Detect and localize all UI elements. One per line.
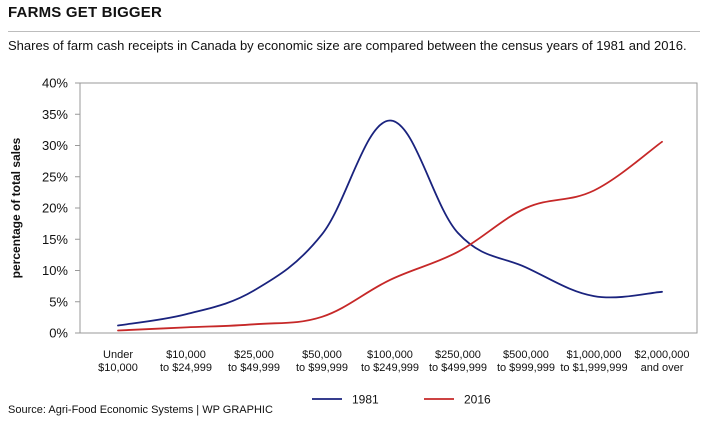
y-tick-label: 10% [42,263,68,278]
x-tick-label: $250,000 to $499,999 [429,349,487,374]
y-tick-label: 25% [42,169,68,184]
series-line-2016 [117,140,663,332]
x-tick-label: $100,000 to $249,999 [361,349,419,374]
x-tick-label: $1,000,000 to $1,999,999 [560,349,627,374]
chart-title: FARMS GET BIGGER [8,4,163,21]
y-tick-label: 0% [49,326,68,341]
x-tick-label: $10,000 to $24,999 [160,349,212,374]
y-tick-label: 5% [49,294,68,309]
x-tick-label: $2,000,000 and over [634,349,689,374]
chart-subtitle: Shares of farm cash receipts in Canada b… [8,38,687,53]
x-tick-label: $500,000 to $999,999 [497,349,555,374]
source-note: Source: Agri-Food Economic Systems | WP … [8,404,273,416]
legend-label-1981: 1981 [352,393,379,407]
y-tick-label: 20% [42,201,68,216]
y-tick-label: 15% [42,232,68,247]
x-tick-label: $25,000 to $49,999 [228,349,280,374]
y-axis-label: percentage of total sales [9,137,23,278]
title-divider [8,31,700,32]
x-tick-label: Under $10,000 [98,349,138,374]
y-tick-label: 30% [42,138,68,153]
legend-label-2016: 2016 [464,393,491,407]
y-tick-label: 35% [42,107,68,122]
y-tick-label: 40% [42,76,68,91]
series-line-1981 [117,119,663,327]
x-tick-label: $50,000 to $99,999 [296,349,348,374]
